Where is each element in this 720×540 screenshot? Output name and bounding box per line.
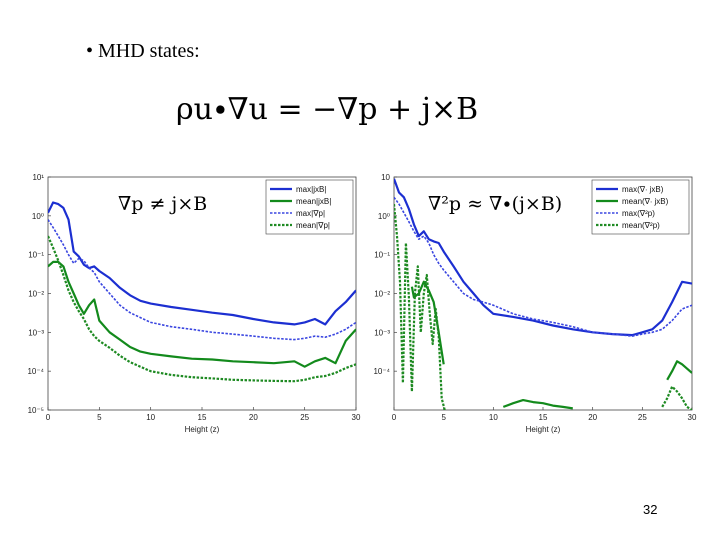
legend-entry-label: mean(∇²p): [622, 221, 660, 230]
x-tick-label: 0: [46, 413, 51, 422]
y-tick-label: 10⁻¹: [374, 251, 390, 260]
x-tick-label: 5: [97, 413, 102, 422]
page-number: 32: [643, 502, 658, 517]
y-tick-label: 10⁻⁴: [27, 367, 44, 376]
chart-pressure-vs-lorentz: 0 5 10 15 20 25 30 10¹ 10⁰ 10⁻¹ 10⁻² 10⁻³ 10⁻⁴ 10⁻⁵ He…: [27, 173, 361, 434]
y-tick-label: 10⁰: [32, 212, 44, 221]
main-equation: ρu∙∇u = −∇p + j×B: [176, 92, 478, 127]
x-tick-label: 25: [300, 413, 309, 422]
y-tick-label: 10⁻²: [374, 290, 390, 299]
series-line-0: [394, 178, 692, 337]
series-line-0: [48, 201, 356, 326]
legend-entry-label: max(∇∙ jxB): [622, 185, 664, 194]
legend-entry-label: mean|jxB|: [296, 197, 331, 206]
x-tick-label: 10: [146, 413, 155, 422]
y-tick-label: 10⁰: [378, 212, 390, 221]
chart-annotation: ∇²p ≈ ∇∙(j×B): [428, 193, 562, 215]
chart-annotation: ∇p ≠ j×B: [118, 193, 207, 215]
y-tick-label: 10⁻¹: [28, 251, 44, 260]
x-axis-label: Height (z): [526, 425, 561, 434]
x-tick-label: 15: [539, 413, 548, 422]
series-line-1: [48, 260, 356, 368]
x-tick-label: 5: [441, 413, 446, 422]
series-line-2: [394, 196, 692, 337]
legend: max(∇∙ jxB) mean(∇∙ jxB) max(∇²p) mean(∇²p): [591, 179, 690, 235]
x-tick-label: 10: [489, 413, 498, 422]
x-axis-label: Height (z): [185, 425, 220, 434]
legend-entry-label: max|jxB|: [296, 185, 326, 194]
legend-entry-label: max|∇p|: [296, 209, 325, 218]
series-line-3: [48, 235, 356, 383]
y-tick-label: 10⁻⁴: [373, 367, 390, 376]
y-tick-label: 10: [381, 173, 390, 182]
x-tick-label: 25: [638, 413, 647, 422]
y-tick-label: 10⁻³: [374, 328, 390, 337]
bullet-mhd-states: • MHD states:: [86, 40, 200, 62]
series-line-1: [410, 280, 692, 410]
y-tick-label: 10¹: [32, 173, 44, 182]
legend: max|jxB| mean|jxB| max|∇p| mean|∇p|: [265, 179, 354, 235]
legend-entry-label: mean(∇∙ jxB): [622, 197, 669, 206]
y-tick-label: 10⁻⁵: [28, 406, 44, 415]
main-equation-text: ρu∙∇u = −∇p + j×B: [176, 92, 479, 127]
x-tick-label: 30: [352, 413, 361, 422]
x-tick-label: 0: [392, 413, 397, 422]
x-tick-label: 30: [688, 413, 697, 422]
x-tick-label: 15: [198, 413, 207, 422]
chart-divergence-comparison: 0 5 10 15 20 25 30 10 10⁰ 10⁻¹ 10⁻² 10⁻³ 10⁻⁴ Height …: [373, 173, 697, 434]
legend-entry-label: mean|∇p|: [296, 221, 330, 230]
x-tick-label: 20: [588, 413, 597, 422]
series-line-2: [48, 219, 356, 341]
y-tick-label: 10⁻²: [28, 290, 44, 299]
y-tick-label: 10⁻³: [28, 328, 44, 337]
x-tick-label: 20: [249, 413, 258, 422]
legend-entry-label: max(∇²p): [622, 209, 655, 218]
series-line-3: [394, 203, 692, 410]
